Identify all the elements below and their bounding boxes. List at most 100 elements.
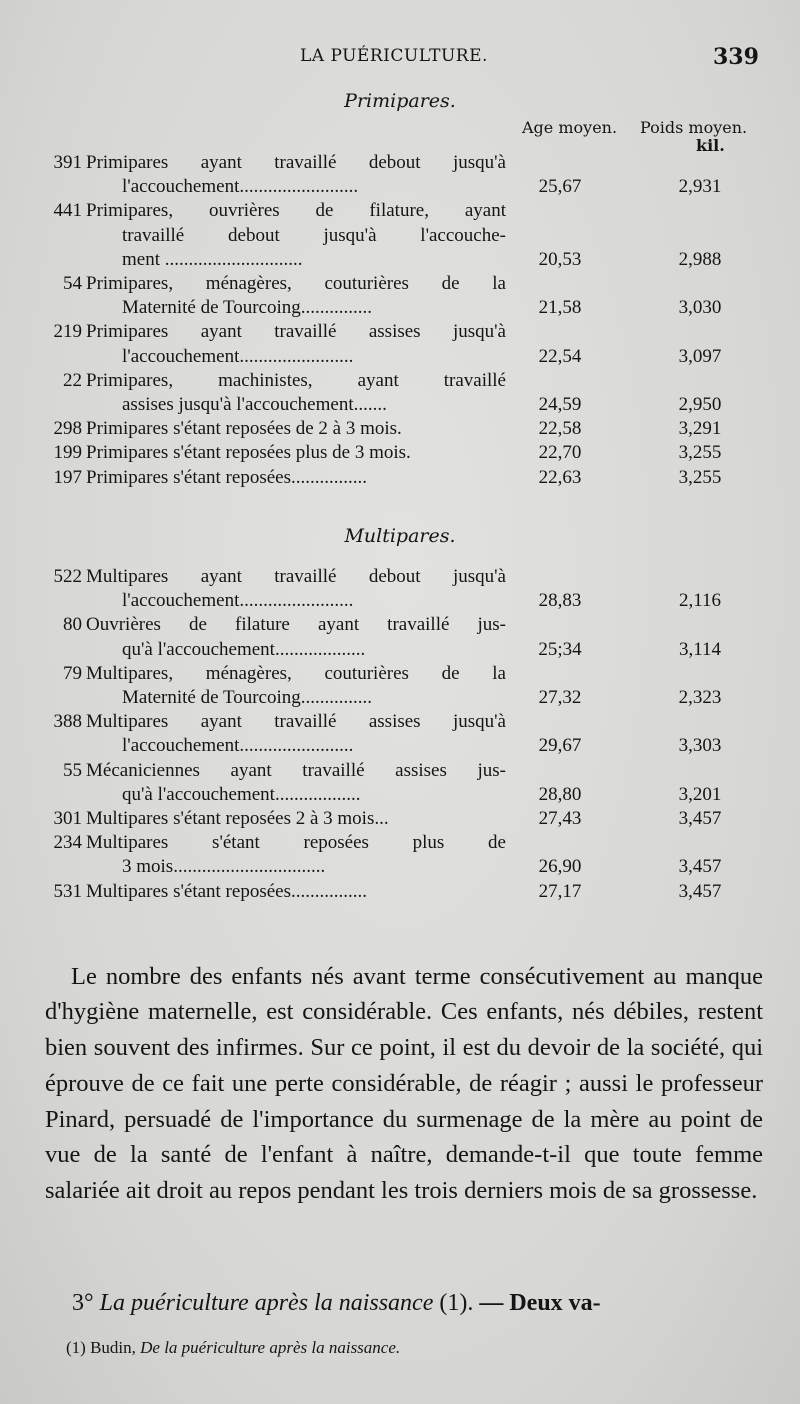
poids-value: 3,201 [678, 783, 722, 805]
row-count: 522 [53, 566, 83, 587]
row-label: Primipares s'étant reposées de 2 à 3 moi… [86, 417, 506, 441]
poids-value: 2,931 [678, 176, 722, 198]
age-value: 27,32 [538, 687, 582, 709]
table-row: 197 Primipares s'étant reposées..........… [30, 466, 770, 490]
row-label: Multipares ayant travaillé debout jusqu'… [86, 565, 506, 613]
poids-value: 3,030 [678, 297, 722, 319]
row-label: Multipares s'étant reposées.............… [86, 880, 506, 904]
row-label-line: qu'à l'accouchement................... [122, 638, 366, 660]
age-value: 22,63 [538, 466, 582, 488]
poids-value: 3,457 [678, 808, 722, 830]
table-row: 219 Primipares ayant travaillé assises ju… [30, 320, 770, 368]
poids-value: 2,950 [678, 394, 722, 416]
column-unit-kil: kil. [696, 136, 725, 155]
table-row: 54 Primipares, ménagères, couturières de … [30, 272, 770, 320]
table-row: 441 Primipares, ouvrières de filature, ay… [30, 199, 770, 272]
subsection-heading: 3° La puériculture après la naissance (1… [72, 1290, 762, 1317]
row-label-line: Multipares s'étant reposées.............… [86, 880, 367, 902]
age-value: 22,54 [538, 345, 582, 367]
row-label-line: Multipares s'étant reposées plus de [86, 832, 506, 854]
table-row: 301 Multipares s'étant reposées 2 à 3 moi… [30, 807, 770, 831]
table-row: 298 Primipares s'étant reposées de 2 à 3 … [30, 417, 770, 441]
row-label-line: Primipares ayant travaillé debout jusqu'… [86, 152, 506, 173]
row-label-line: 3 mois................................ [122, 856, 326, 878]
row-label: Primipares, ménagères, couturières de la… [86, 272, 506, 320]
age-value: 24,59 [538, 394, 582, 416]
column-header-poids: Poids moyen. [640, 118, 748, 137]
row-count: 22 [63, 369, 82, 391]
row-count: 219 [53, 321, 83, 343]
poids-value: 3,255 [678, 466, 722, 488]
row-label-line: assises jusqu'à l'accouchement....... [122, 394, 387, 416]
row-label-line: l'accouchement........................ [122, 345, 354, 367]
row-label: Multipares s'étant reposées 2 à 3 mois..… [86, 807, 506, 831]
row-label-line: Multipares s'étant reposées 2 à 3 mois..… [86, 808, 389, 830]
row-count: 197 [53, 466, 83, 488]
section-heading-primipares: Primipares. [344, 90, 456, 112]
table-row: 22 Primipares, machinistes, ayant travail… [30, 369, 770, 417]
age-value: 22,58 [538, 418, 582, 440]
row-label-line: Multipares ayant travaillé assises jusqu… [86, 711, 506, 733]
row-label-line: Primipares, ouvrières de filature, ayant [86, 200, 506, 222]
age-value: 21,58 [538, 297, 582, 319]
body-paragraph: Le nombre des enfants nés avant terme co… [45, 962, 763, 1205]
row-count: 441 [53, 200, 83, 222]
row-count: 298 [53, 418, 83, 440]
row-label-line: l'accouchement........................ [122, 735, 354, 757]
row-count: 54 [63, 273, 82, 295]
poids-value: 3,457 [678, 880, 722, 902]
footnote-marker: (1) Budin, [66, 1338, 136, 1357]
row-label-line: travaillé debout jusqu'à l'accouche- [122, 224, 506, 246]
poids-value: 3,097 [678, 345, 722, 367]
poids-value: 3,291 [678, 418, 722, 440]
footnote: (1) Budin, De la puériculture après la n… [66, 1338, 400, 1358]
poids-value: 3,303 [678, 735, 722, 757]
row-label: Primipares s'étant reposées.............… [86, 466, 506, 490]
subsection-title: La puériculture après la naissance [99, 1290, 434, 1316]
row-label-line: Primipares ayant travaillé assises jusqu… [86, 321, 506, 343]
running-title: LA PUÉRICULTURE. [300, 46, 488, 66]
row-label-line: Primipares s'étant reposées.............… [86, 466, 367, 488]
poids-value: 3,114 [678, 638, 722, 660]
table-row: 79 Multipares, ménagères, couturières de … [30, 662, 770, 710]
row-label-line: Maternité de Tourcoing............... [122, 297, 373, 319]
table-row: 234 Multipares s'étant reposées plus de 3 … [30, 831, 770, 879]
age-value: 20,53 [538, 248, 582, 270]
row-label-line: Ouvrières de filature ayant travaillé ju… [86, 614, 506, 636]
row-label-line: Multipares ayant travaillé debout jusqu'… [86, 566, 506, 587]
age-value: 29,67 [538, 735, 582, 757]
table-row: 55 Mécaniciennes ayant travaillé assises … [30, 759, 770, 807]
poids-value: 3,255 [678, 442, 722, 464]
table-multipares: 522 Multipares ayant travaillé debout jus… [30, 565, 770, 904]
running-header: LA PUÉRICULTURE. 339 [0, 44, 800, 74]
poids-value: 2,323 [678, 687, 722, 709]
row-label-line: Primipares, ménagères, couturières de la [86, 273, 506, 295]
column-header-age: Age moyen. [522, 118, 618, 137]
row-label-line: ment ............................. [122, 248, 303, 270]
row-label: Multipares ayant travaillé assises jusqu… [86, 710, 506, 758]
row-label-line: Maternité de Tourcoing............... [122, 687, 373, 709]
row-label-line: Primipares, machinistes, ayant travaillé [86, 369, 506, 391]
subsection-number: 3° [72, 1290, 94, 1316]
row-count: 301 [53, 808, 83, 830]
poids-value: 3,457 [678, 856, 722, 878]
row-label-line: Primipares s'étant reposées plus de 3 mo… [86, 442, 411, 464]
row-count: 79 [63, 662, 82, 684]
table-row: 80 Ouvrières de filature ayant travaillé … [30, 613, 770, 661]
row-count: 391 [53, 152, 83, 173]
page-number: 339 [713, 44, 759, 70]
row-label: Primipares s'étant reposées plus de 3 mo… [86, 441, 506, 465]
row-label: Mécaniciennes ayant travaillé assises ju… [86, 759, 506, 807]
row-label: Multipares s'étant reposées plus de 3 moi… [86, 831, 506, 879]
subsection-continuation: — Deux va- [479, 1290, 601, 1316]
row-label: Ouvrières de filature ayant travaillé ju… [86, 613, 506, 661]
table-row: 531 Multipares s'étant reposées..........… [30, 880, 770, 904]
row-label-line: l'accouchement........................ [122, 590, 354, 612]
table-row: 199 Primipares s'étant reposées plus de 3… [30, 441, 770, 465]
row-label-line: Primipares s'étant reposées de 2 à 3 moi… [86, 418, 402, 440]
age-value: 26,90 [538, 856, 582, 878]
row-label: Primipares ayant travaillé debout jusqu'… [86, 151, 506, 199]
row-label: Primipares ayant travaillé assises jusqu… [86, 320, 506, 368]
age-value: 27,43 [538, 808, 582, 830]
